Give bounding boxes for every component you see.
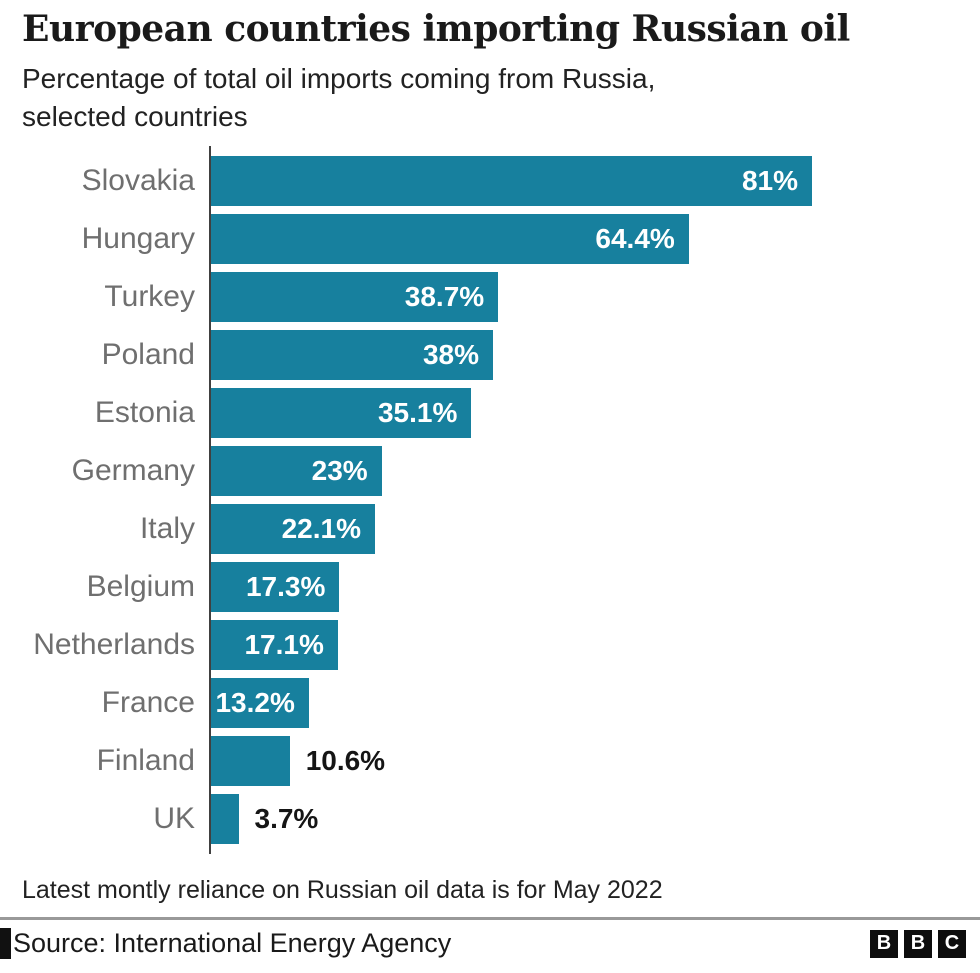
bbc-logo-letter: C [938, 929, 966, 958]
bar-value-label: 38% [422, 339, 479, 370]
chart-subtitle: Percentage of total oil imports coming f… [22, 63, 656, 132]
source-row: Source: International Energy Agency B B … [0, 928, 980, 959]
bar-row: Hungary 64.4% [0, 210, 980, 268]
bar-value-label: 13.2% [215, 687, 295, 718]
bar [211, 736, 290, 786]
bbc-logo-letter: B [870, 929, 898, 958]
bar: 38% [211, 330, 493, 380]
bar-track: 64.4% [195, 210, 980, 268]
bar-value-label: 22.1% [281, 513, 361, 544]
country-label: UK [153, 802, 195, 835]
country-label: Belgium [86, 570, 195, 603]
chart-header: European countries importing Russian oil… [0, 0, 980, 136]
country-label: Netherlands [33, 628, 195, 661]
bbc-logo-letter: B [904, 929, 932, 958]
bar-track: 10.6% [195, 732, 980, 790]
bar-row: Poland 38% [0, 326, 980, 384]
bar-row: Estonia 35.1% [0, 384, 980, 442]
country-label: Slovakia [81, 164, 195, 197]
bar: 17.3% [211, 562, 340, 612]
bar: 22.1% [211, 504, 375, 554]
bar-row: France 13.2% [0, 674, 980, 732]
bar-row: Slovakia 81% [0, 152, 980, 210]
country-label: Finland [96, 744, 195, 777]
bar-track: 81% [195, 152, 980, 210]
bar-track: 13.2% [195, 674, 980, 732]
footer-divider [0, 917, 980, 920]
bar-row: Turkey 38.7% [0, 268, 980, 326]
country-label: Germany [71, 454, 195, 487]
country-label: Turkey [104, 280, 195, 313]
bar-track: 23% [195, 442, 980, 500]
bar-chart: Slovakia 81% Hungary 64.4% Turkey 38.7% Poland… [0, 146, 980, 854]
bar: 35.1% [211, 388, 472, 438]
bar-value-label: 64.4% [595, 223, 675, 254]
source-attribution: Source: International Energy Agency [13, 928, 452, 958]
bar: 13.2% [211, 678, 309, 728]
bar: 38.7% [211, 272, 499, 322]
y-axis-line [209, 146, 211, 854]
bar-value-label: 17.3% [245, 571, 326, 602]
bar-track: 38.7% [195, 268, 980, 326]
bar-row: UK 3.7% [0, 790, 980, 848]
country-label: Italy [139, 512, 195, 545]
bar: 23% [211, 446, 382, 496]
bar-row: Italy 22.1% [0, 500, 980, 558]
country-label: Hungary [81, 222, 195, 255]
bar-value-label: 38.7% [404, 281, 485, 312]
bar-value-label: 35.1% [377, 397, 458, 428]
bar-track: 38% [195, 326, 980, 384]
chart-title: European countries importing Russian oil [22, 8, 850, 50]
country-label: France [101, 686, 195, 719]
bar: 64.4% [211, 214, 689, 264]
bar: 17.1% [211, 620, 338, 670]
bar-value-label: 10.6% [305, 745, 386, 776]
bar-value-label: 81% [741, 165, 798, 196]
bar-track: 17.3% [195, 558, 980, 616]
bar [211, 794, 239, 844]
bar-row: Germany 23% [0, 442, 980, 500]
bar-track: 17.1% [195, 616, 980, 674]
bar-row: Belgium 17.3% [0, 558, 980, 616]
bar-track: 22.1% [195, 500, 980, 558]
chart-footnote: Latest montly reliance on Russian oil da… [22, 876, 663, 904]
bar-value-label: 3.7% [254, 803, 319, 834]
bar-row: Netherlands 17.1% [0, 616, 980, 674]
country-label: Poland [101, 338, 195, 371]
country-label: Estonia [94, 396, 195, 429]
text-cursor-block [0, 928, 11, 959]
bbc-logo: B B C [870, 929, 966, 958]
bar-track: 3.7% [195, 790, 980, 848]
bar-value-label: 23% [311, 455, 368, 486]
bar: 81% [211, 156, 812, 206]
bar-track: 35.1% [195, 384, 980, 442]
bar-row: Finland 10.6% [0, 732, 980, 790]
bar-value-label: 17.1% [244, 629, 324, 660]
